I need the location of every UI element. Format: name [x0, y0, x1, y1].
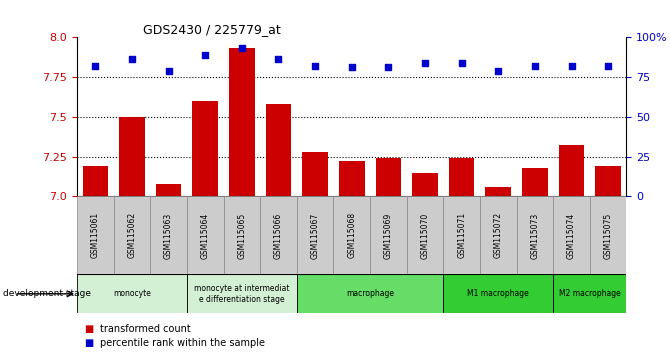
Point — [529, 63, 540, 69]
Bar — [444, 196, 480, 274]
Text: GSM115069: GSM115069 — [384, 212, 393, 258]
Point — [237, 46, 247, 51]
Text: transformed count: transformed count — [100, 324, 191, 333]
Text: GSM115062: GSM115062 — [127, 212, 137, 258]
Text: ■: ■ — [84, 338, 93, 348]
Text: GSM115071: GSM115071 — [457, 212, 466, 258]
Text: monocyte at intermediat
e differentiation stage: monocyte at intermediat e differentiatio… — [194, 284, 289, 303]
Point — [346, 64, 357, 70]
Text: GDS2430 / 225779_at: GDS2430 / 225779_at — [143, 23, 281, 36]
Bar — [302, 152, 328, 196]
Bar — [339, 161, 364, 196]
Bar — [407, 196, 444, 274]
Bar — [187, 196, 224, 274]
Bar — [590, 196, 626, 274]
Point — [127, 57, 137, 62]
Bar — [297, 274, 444, 313]
Point — [566, 63, 577, 69]
Text: monocyte: monocyte — [113, 289, 151, 298]
Text: GSM115075: GSM115075 — [604, 212, 612, 258]
Point — [603, 63, 614, 69]
Text: GSM115066: GSM115066 — [274, 212, 283, 258]
Bar — [444, 274, 553, 313]
Bar — [596, 166, 621, 196]
Bar — [334, 196, 370, 274]
Bar — [82, 166, 108, 196]
Bar — [156, 184, 182, 196]
Text: ■: ■ — [84, 324, 93, 333]
Bar — [480, 196, 517, 274]
Point — [200, 52, 210, 57]
Bar — [266, 104, 291, 196]
Bar — [77, 196, 114, 274]
Bar — [376, 158, 401, 196]
Bar — [522, 168, 547, 196]
Bar — [297, 196, 334, 274]
Point — [90, 63, 100, 69]
Bar — [260, 196, 297, 274]
Bar — [553, 274, 626, 313]
Bar — [114, 196, 150, 274]
Point — [456, 60, 467, 65]
Text: GSM115064: GSM115064 — [201, 212, 210, 258]
Point — [310, 63, 320, 69]
Text: GSM115063: GSM115063 — [164, 212, 173, 258]
Bar — [224, 196, 260, 274]
Point — [273, 57, 284, 62]
Bar — [553, 196, 590, 274]
Bar — [192, 101, 218, 196]
Bar — [517, 196, 553, 274]
Bar — [559, 145, 584, 196]
Bar — [229, 48, 255, 196]
Point — [419, 60, 430, 65]
Text: GSM115067: GSM115067 — [311, 212, 320, 258]
Bar — [449, 158, 474, 196]
Text: M1 macrophage: M1 macrophage — [468, 289, 529, 298]
Text: GSM115065: GSM115065 — [237, 212, 247, 258]
Text: GSM115070: GSM115070 — [421, 212, 429, 258]
Point — [493, 68, 504, 74]
Bar — [187, 274, 297, 313]
Bar — [370, 196, 407, 274]
Text: GSM115061: GSM115061 — [91, 212, 100, 258]
Bar — [150, 196, 187, 274]
Point — [383, 64, 394, 70]
Text: GSM115073: GSM115073 — [531, 212, 539, 258]
Text: GSM115072: GSM115072 — [494, 212, 502, 258]
Bar — [486, 187, 511, 196]
Bar — [412, 172, 438, 196]
Bar — [119, 117, 145, 196]
Text: GSM115068: GSM115068 — [347, 212, 356, 258]
Text: development stage: development stage — [3, 289, 91, 298]
Text: percentile rank within the sample: percentile rank within the sample — [100, 338, 265, 348]
Bar — [77, 274, 187, 313]
Text: macrophage: macrophage — [346, 289, 394, 298]
Text: M2 macrophage: M2 macrophage — [559, 289, 620, 298]
Text: GSM115074: GSM115074 — [567, 212, 576, 258]
Point — [163, 68, 174, 74]
